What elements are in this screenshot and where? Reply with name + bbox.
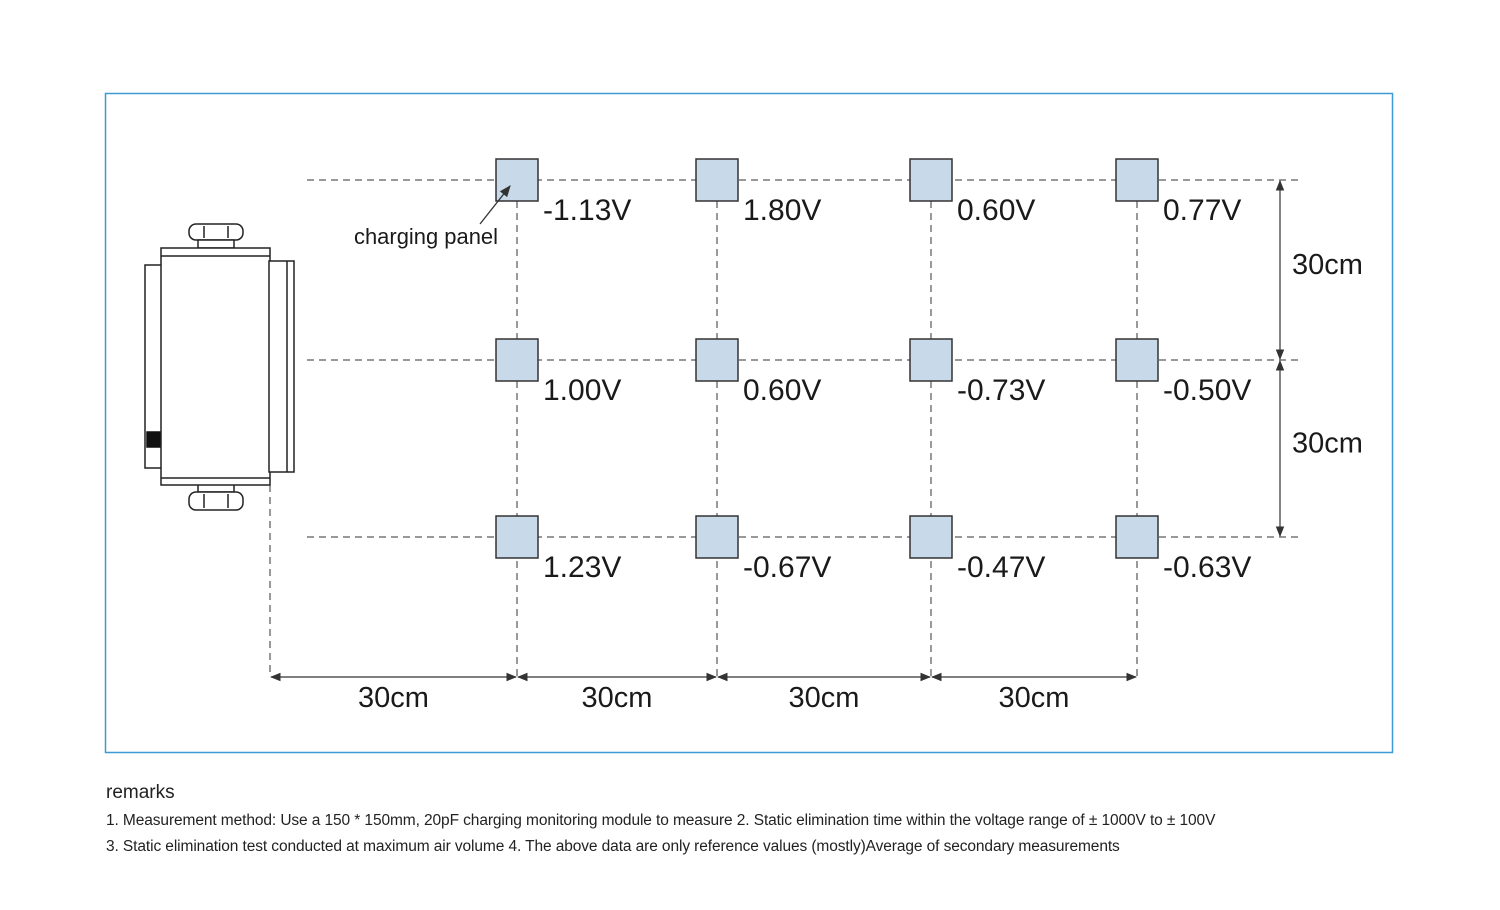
charging-panel-r3c1	[495, 515, 539, 559]
charging-panel-label: charging panel	[354, 224, 498, 249]
remarks-line-1: 1. Measurement method: Use a 150 * 150mm…	[106, 812, 1216, 829]
remarks-title: remarks	[106, 782, 175, 803]
charging-panel-r1c1	[495, 158, 539, 202]
voltage-reading-r2c4: -0.50V	[1163, 374, 1251, 407]
remarks-section: remarks 1. Measurement method: Use a 150…	[106, 782, 1406, 864]
voltage-reading-r1c1: -1.13V	[543, 194, 631, 227]
ionizer-device	[144, 223, 295, 511]
voltage-reading-r3c3: -0.47V	[957, 551, 1045, 584]
charging-panel-r2c3	[909, 338, 953, 382]
vertical-spacing-label-1: 30cm	[1292, 249, 1363, 281]
voltage-reading-r3c1: 1.23V	[543, 551, 621, 584]
measurement-grid: -1.13V 1.80V 0.60V 0.77V 1.00V 0.60V -0.73V -0.…	[269, 158, 1363, 714]
voltage-reading-r1c4: 0.77V	[1163, 194, 1241, 227]
charging-panel-r2c4	[1115, 338, 1159, 382]
charging-panel-r2c2	[695, 338, 739, 382]
voltage-reading-r3c4: -0.63V	[1163, 551, 1251, 584]
charging-panel-r2c1	[495, 338, 539, 382]
charging-panel-r1c3	[909, 158, 953, 202]
charging-panel-r1c2	[695, 158, 739, 202]
remarks-line-2: 3. Static elimination test conducted at …	[106, 838, 1120, 855]
charging-panel-r3c4	[1115, 515, 1159, 559]
horizontal-spacing-label-3: 30cm	[789, 682, 860, 714]
charging-panel-r3c3	[909, 515, 953, 559]
voltage-reading-r3c2: -0.67V	[743, 551, 831, 584]
voltage-reading-r1c3: 0.60V	[957, 194, 1035, 227]
voltage-reading-r2c2: 0.60V	[743, 374, 821, 407]
vertical-spacing-label-2: 30cm	[1292, 428, 1363, 460]
charging-panel-pointer	[479, 185, 511, 225]
diagram-frame	[104, 92, 1394, 754]
charging-panel-r3c2	[695, 515, 739, 559]
voltage-reading-r2c3: -0.73V	[957, 374, 1045, 407]
voltage-reading-r1c2: 1.80V	[743, 194, 821, 227]
horizontal-spacing-label-1: 30cm	[358, 682, 429, 714]
horizontal-spacing-label-4: 30cm	[999, 682, 1070, 714]
horizontal-spacing-label-2: 30cm	[582, 682, 653, 714]
measurement-diagram: -1.13V 1.80V 0.60V 0.77V 1.00V 0.60V -0.73V -0.…	[104, 92, 1394, 754]
charging-panel-r1c4	[1115, 158, 1159, 202]
voltage-reading-r2c1: 1.00V	[543, 374, 621, 407]
